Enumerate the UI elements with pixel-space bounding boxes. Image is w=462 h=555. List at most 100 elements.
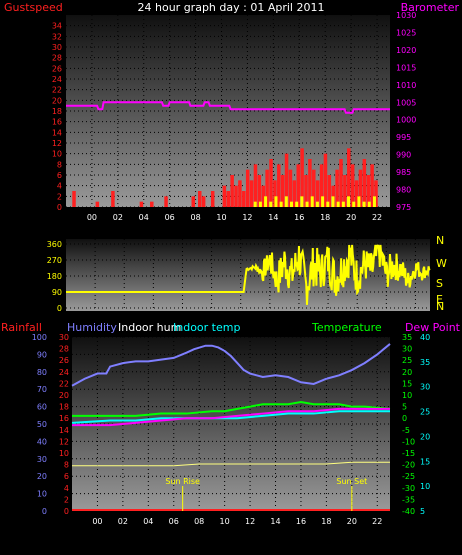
temperature-tick-label: 0	[402, 414, 407, 423]
compass-label: W	[436, 257, 447, 270]
gust-bar	[95, 201, 100, 207]
windspeed-bar	[284, 196, 288, 207]
rain-tick-label: 18	[59, 403, 69, 412]
gust-bar	[347, 148, 351, 207]
temperature-tick-label: -20	[402, 461, 415, 470]
gust-bar	[265, 169, 269, 207]
windspeed-bar	[331, 196, 335, 207]
barometer-line	[66, 101, 390, 114]
gust-bar	[327, 175, 332, 207]
gust-bar	[362, 159, 367, 207]
compass-label: S	[436, 277, 443, 290]
windspeed-bar	[367, 201, 371, 207]
sunset-label: Sun Set	[336, 477, 367, 486]
gust-bar	[343, 175, 347, 207]
chart-title: 24 hour graph day : 01 April 2011	[138, 1, 325, 14]
wind-direction-plot-area	[66, 239, 430, 311]
gust-bar	[312, 169, 316, 207]
gust-bar	[111, 191, 115, 207]
gust-bar	[288, 169, 293, 207]
gust-bar	[197, 191, 202, 207]
gust-bar	[234, 185, 238, 207]
temperature-legend: Temperature	[311, 321, 382, 334]
windspeed-bar	[264, 196, 268, 207]
humidity-tick-label: 60	[37, 403, 47, 412]
windspeed-bar	[253, 201, 257, 207]
rain-tick-label: 4	[64, 484, 69, 493]
rain-tick-label: 12	[59, 437, 69, 446]
gust-bar	[284, 153, 289, 207]
humidity-line	[71, 343, 391, 387]
direction-tick-label: 360	[47, 240, 62, 249]
gust-bar	[226, 191, 230, 207]
gust-bar	[72, 191, 76, 207]
hour-tick-label: 06	[169, 517, 179, 526]
gustspeed-label: Gustspeed	[4, 1, 63, 14]
windspeed-bar	[290, 201, 294, 207]
gust-tick-label: 24	[52, 75, 62, 84]
hour-tick-label: 16	[296, 517, 306, 526]
gust-bar	[339, 159, 343, 207]
rain-tick-label: 6	[64, 472, 69, 481]
windspeed-bar	[347, 196, 351, 207]
barometer-label: Barometer	[401, 1, 460, 14]
secondary-temp-tick-label: 20	[420, 432, 430, 441]
baro-tick-label: 1020	[396, 46, 416, 55]
gust-tick-label: 22	[52, 86, 62, 95]
gust-bar	[261, 185, 265, 207]
hour-tick-label: 00	[92, 517, 102, 526]
dew-point-line	[72, 407, 390, 427]
baro-tick-label: 1000	[396, 116, 416, 125]
baro-tick-label: 990	[396, 151, 411, 160]
gust-tick-label: 6	[57, 171, 62, 180]
secondary-temp-tick-label: 5	[420, 507, 425, 516]
temp-hum-tick-labels: 0102030405060708090100024681012141618202…	[32, 333, 430, 526]
gust-tick-label: 32	[52, 32, 62, 41]
wind-direction-series	[66, 244, 431, 305]
sunrise-label: Sun Rise	[165, 477, 200, 486]
gust-bar	[249, 180, 254, 207]
hour-tick-label: 10	[220, 517, 230, 526]
hour-tick-label: 22	[372, 213, 382, 222]
rainfall-legend: Rainfall	[1, 321, 42, 334]
temperature-tick-label: -40	[402, 507, 415, 516]
rain-tick-label: 26	[59, 356, 69, 365]
secondary-temp-tick-label: 30	[420, 383, 430, 392]
hour-tick-label: 12	[245, 517, 255, 526]
gust-bar	[253, 164, 258, 207]
humidity-legend: Humidity	[67, 321, 117, 334]
compass-label: N	[436, 234, 444, 247]
temperature-line	[72, 400, 391, 417]
baro-tick-label: 975	[396, 203, 411, 212]
gust-bar	[315, 180, 320, 207]
humidity-tick-label: 100	[32, 333, 47, 342]
dewpoint-legend: Dew Point	[405, 321, 461, 334]
gust-tick-label: 10	[52, 150, 62, 159]
rain-tick-label: 28	[59, 345, 69, 354]
gust-tick-label: 26	[52, 64, 62, 73]
gust-bar	[304, 175, 308, 207]
baro-tick-label: 1025	[396, 28, 416, 37]
gust-bar	[354, 180, 359, 207]
gust-bar	[201, 196, 206, 207]
gust-series	[72, 148, 378, 207]
indoor-temp-line	[71, 410, 390, 424]
hour-tick-label: 18	[320, 213, 330, 222]
gust-bar	[296, 164, 300, 207]
temperature-tick-label: -5	[402, 426, 410, 435]
gust-bar	[222, 185, 227, 207]
rain-tick-label: 24	[59, 368, 69, 377]
windspeed-bar	[274, 196, 278, 207]
hour-tick-label: 02	[113, 213, 123, 222]
gust-bar	[292, 180, 297, 207]
hour-tick-label: 06	[165, 213, 175, 222]
gust-bar	[191, 196, 196, 207]
windspeed-bar	[269, 201, 273, 207]
gust-bar	[210, 191, 215, 207]
humidity-tick-label: 40	[37, 437, 47, 446]
barometer-series	[66, 101, 390, 114]
gust-tick-label: 12	[52, 139, 62, 148]
baro-tick-label: 1030	[396, 11, 416, 20]
gust-bar	[245, 169, 250, 207]
